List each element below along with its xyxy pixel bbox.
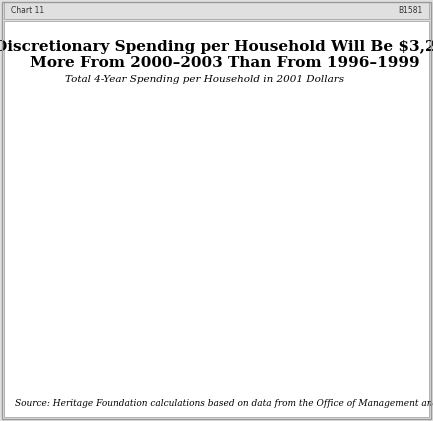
Text: $26,334: $26,334 xyxy=(334,101,377,109)
Text: More From 2000–2003 Than From 1996–1999: More From 2000–2003 Than From 1996–1999 xyxy=(30,56,420,69)
Text: $25,640: $25,640 xyxy=(110,107,153,116)
Text: Chart 11: Chart 11 xyxy=(11,6,44,15)
Bar xyxy=(325,112,386,347)
Text: Source: Heritage Foundation calculations based on data from the Office of Manage: Source: Heritage Foundation calculations… xyxy=(15,399,433,408)
Text: B1581: B1581 xyxy=(398,6,422,15)
Text: $23,126: $23,126 xyxy=(222,129,265,138)
Bar xyxy=(325,112,386,347)
Text: Discretionary Spending per Household Will Be $3,208: Discretionary Spending per Household Wil… xyxy=(0,40,433,54)
Bar xyxy=(213,141,275,347)
Bar xyxy=(101,118,162,347)
Text: Total 4-Year Spending per Household in 2001 Dollars: Total 4-Year Spending per Household in 2… xyxy=(65,75,344,84)
X-axis label: Fiscal Years: Fiscal Years xyxy=(210,372,278,382)
